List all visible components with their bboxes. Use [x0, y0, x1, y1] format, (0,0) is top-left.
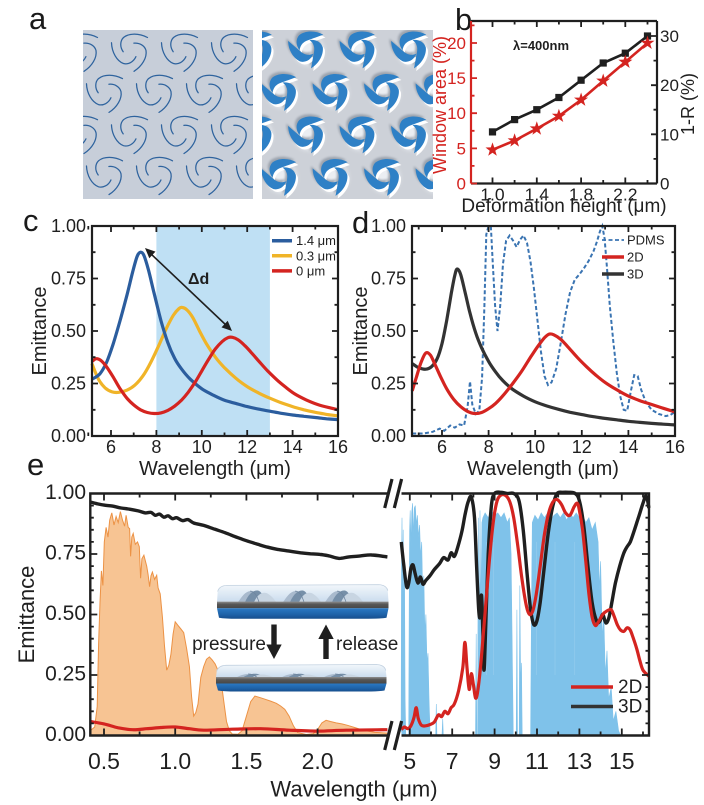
svg-text:16: 16: [328, 437, 348, 457]
svg-text:14: 14: [618, 437, 638, 457]
svg-text:12: 12: [572, 437, 592, 457]
svg-text:15: 15: [447, 69, 466, 88]
svg-text:1-R (%): 1-R (%): [678, 73, 698, 135]
svg-text:1.00: 1.00: [371, 216, 406, 236]
svg-text:3D: 3D: [627, 267, 644, 282]
svg-text:0.00: 0.00: [45, 723, 86, 746]
svg-text:8: 8: [484, 437, 494, 457]
svg-text:2D: 2D: [618, 677, 642, 698]
svg-text:11: 11: [525, 748, 549, 774]
svg-text:1.00: 1.00: [51, 216, 86, 236]
svg-text:0.00: 0.00: [371, 426, 406, 446]
svg-text:1.00: 1.00: [45, 481, 86, 504]
svg-text:10: 10: [660, 125, 679, 144]
svg-text:13: 13: [567, 748, 593, 774]
svg-text:0 μm: 0 μm: [296, 263, 325, 278]
svg-text:0.25: 0.25: [45, 663, 86, 686]
svg-text:PDMS: PDMS: [627, 233, 665, 248]
svg-text:Emittance: Emittance: [350, 287, 372, 376]
svg-text:20: 20: [447, 34, 466, 53]
svg-text:6: 6: [437, 437, 447, 457]
svg-text:9: 9: [488, 748, 501, 774]
svg-text:6: 6: [106, 437, 116, 457]
svg-text:2D: 2D: [627, 250, 644, 265]
svg-text:1.8: 1.8: [569, 185, 593, 205]
svg-text:Wavelength (μm): Wavelength (μm): [467, 458, 619, 480]
svg-text:30: 30: [660, 27, 679, 46]
svg-text:Deformation height (μm): Deformation height (μm): [461, 196, 666, 217]
svg-text:5: 5: [403, 748, 416, 774]
svg-text:10: 10: [192, 437, 212, 457]
svg-text:10: 10: [525, 437, 545, 457]
svg-text:1.4 μm: 1.4 μm: [296, 233, 336, 248]
svg-text:2.0: 2.0: [302, 748, 334, 774]
svg-text:a: a: [29, 1, 47, 36]
svg-text:16: 16: [665, 437, 685, 457]
svg-text:15: 15: [609, 748, 635, 774]
svg-text:Emittance: Emittance: [14, 566, 39, 664]
svg-text:7: 7: [446, 748, 459, 774]
svg-text:0.00: 0.00: [51, 426, 86, 446]
svg-text:0.75: 0.75: [45, 542, 86, 565]
svg-text:10: 10: [447, 104, 466, 123]
svg-text:12: 12: [237, 437, 257, 457]
svg-text:0.50: 0.50: [45, 602, 86, 625]
svg-text:d: d: [352, 205, 369, 240]
svg-text:Wavelength (μm): Wavelength (μm): [270, 777, 437, 802]
svg-text:0.25: 0.25: [51, 374, 86, 394]
svg-text:0.25: 0.25: [371, 374, 406, 394]
svg-text:5: 5: [457, 139, 466, 158]
svg-text:1.4: 1.4: [525, 185, 550, 205]
svg-text:3D: 3D: [618, 697, 642, 718]
svg-text:0.75: 0.75: [371, 269, 406, 289]
svg-text:release: release: [336, 634, 398, 655]
svg-text:0.50: 0.50: [51, 321, 86, 341]
svg-text:e: e: [27, 447, 44, 482]
svg-text:8: 8: [151, 437, 161, 457]
svg-text:pressure: pressure: [192, 634, 266, 655]
svg-text:Wavelength (μm): Wavelength (μm): [139, 458, 291, 480]
svg-text:0.5: 0.5: [88, 748, 120, 774]
svg-text:Window area (%): Window area (%): [430, 36, 450, 174]
svg-text:0.50: 0.50: [371, 321, 406, 341]
svg-text:λ=400nm: λ=400nm: [513, 38, 569, 53]
svg-text:20: 20: [660, 76, 679, 95]
svg-text:14: 14: [283, 437, 303, 457]
svg-text:1.0: 1.0: [480, 185, 505, 205]
svg-text:0.3 μm: 0.3 μm: [296, 248, 336, 263]
svg-text:Δd: Δd: [188, 271, 209, 288]
svg-text:1.5: 1.5: [230, 748, 262, 774]
svg-text:2.2: 2.2: [613, 185, 637, 205]
svg-text:b: b: [455, 2, 472, 37]
svg-text:0: 0: [457, 175, 466, 194]
svg-text:c: c: [23, 203, 39, 238]
svg-text:Emittance: Emittance: [29, 287, 51, 376]
svg-text:0.75: 0.75: [51, 269, 86, 289]
svg-text:1.0: 1.0: [159, 748, 191, 774]
svg-text:0: 0: [660, 175, 669, 194]
